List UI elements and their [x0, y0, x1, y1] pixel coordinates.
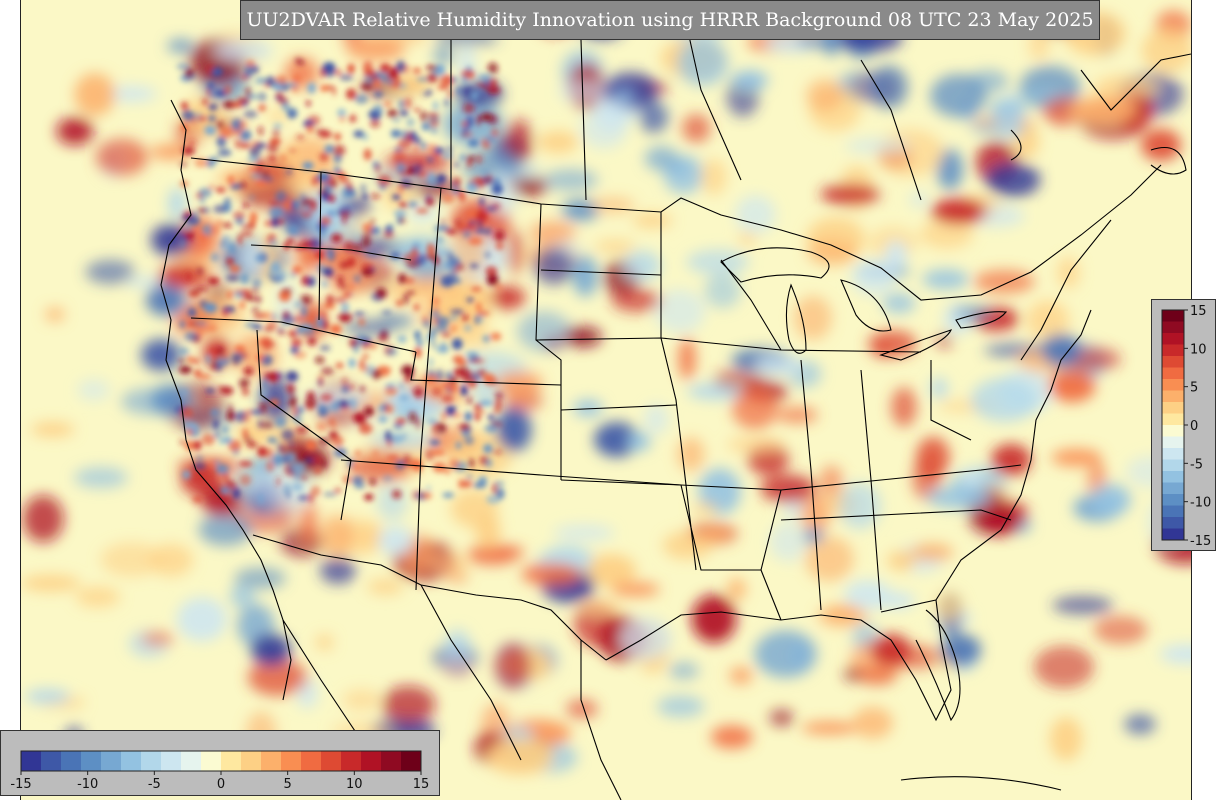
colorbar-cell: [1162, 459, 1184, 472]
colorbar-cell: [1162, 517, 1184, 529]
colorbar-cell: [281, 751, 302, 771]
colorbar-cell: [1162, 448, 1184, 460]
colorbar-tick-label: -15: [1190, 534, 1211, 549]
colorbar-tick-label: 5: [284, 777, 292, 792]
colorbar-cell: [1162, 379, 1184, 391]
map-canvas[interactable]: [20, 0, 1192, 800]
colorbar-cell: [401, 751, 422, 771]
colorbar-tick-label: -15: [10, 777, 31, 792]
horizontal-colorbar: [21, 751, 422, 771]
map-title: UU2DVAR Relative Humidity Innovation usi…: [240, 0, 1100, 40]
colorbar-cell: [361, 751, 382, 771]
florida-peninsula: [915, 609, 961, 722]
colorbar-cell: [1162, 413, 1184, 426]
colorbar-tick-label: 10: [1190, 342, 1207, 357]
colorbar-tick-label: -10: [77, 777, 98, 792]
colorbar-cell: [221, 751, 242, 771]
colorbar-tick-label: 0: [217, 777, 225, 792]
mexico-border: [252, 534, 607, 661]
lake-superior: [720, 247, 830, 283]
colorbar-cell: [181, 751, 202, 771]
colorbar-tick-label: -5: [1190, 457, 1203, 472]
colorbar-cell: [321, 751, 342, 771]
colorbar-cell: [1162, 482, 1184, 495]
colorbar-cell: [201, 751, 222, 771]
west-coastline: [160, 99, 292, 701]
colorbar-cell: [1162, 333, 1184, 345]
gulf-coast: [605, 309, 1092, 722]
vertical-colorbar: [1162, 310, 1184, 541]
vertical-colorbar-panel: 15 10 5 0 -5 -10 -15: [1151, 299, 1216, 551]
colorbar-tick-label: 0: [1190, 419, 1198, 434]
colorbar-cell: [101, 751, 122, 771]
colorbar-cell: [381, 751, 402, 771]
colorbar-cell: [1162, 310, 1184, 322]
colorbar-cell: [1162, 321, 1184, 334]
colorbar-cell: [261, 751, 282, 771]
colorbar-cell: [1162, 471, 1184, 483]
lake-michigan: [785, 283, 807, 354]
colorbar-cell: [141, 751, 162, 771]
colorbar-cell: [41, 751, 62, 771]
colorbar-cell: [1162, 390, 1184, 403]
colorbar-cell: [301, 751, 322, 771]
colorbar-cell: [241, 751, 262, 771]
colorbar-cell: [1162, 494, 1184, 506]
state-boundaries: [160, 0, 1191, 800]
colorbar-cell: [1162, 367, 1184, 380]
colorbar-cell: [1162, 402, 1184, 414]
horizontal-colorbar-panel: -15 -10 -5 0 5 10 15: [0, 730, 440, 796]
colorbar-cell: [81, 751, 102, 771]
humidity-innovation-field: [21, 0, 1191, 800]
colorbar-cell: [121, 751, 142, 771]
lake-ontario: [955, 311, 1008, 329]
colorbar-cell: [21, 751, 42, 771]
lake-erie: [879, 329, 952, 361]
colorbar-cell: [161, 751, 182, 771]
colorbar-cell: [1162, 356, 1184, 368]
colorbar-cell: [341, 751, 362, 771]
colorbar-tick-label: 5: [1190, 381, 1198, 396]
colorbar-cell: [1162, 425, 1184, 437]
colorbar-cell: [1162, 436, 1184, 449]
colorbar-cell: [61, 751, 82, 771]
colorbar-tick-label: 15: [1190, 304, 1207, 319]
canada-border: [190, 157, 1162, 301]
colorbar-tick-label: 10: [346, 777, 363, 792]
colorbar-cell: [1162, 528, 1184, 541]
colorbar-tick-label: -5: [148, 777, 161, 792]
lake-huron: [840, 279, 892, 332]
colorbar-cell: [1162, 505, 1184, 518]
colorbar-cell: [1162, 344, 1184, 357]
colorbar-tick-label: 15: [413, 777, 430, 792]
colorbar-tick-label: -10: [1190, 496, 1211, 511]
